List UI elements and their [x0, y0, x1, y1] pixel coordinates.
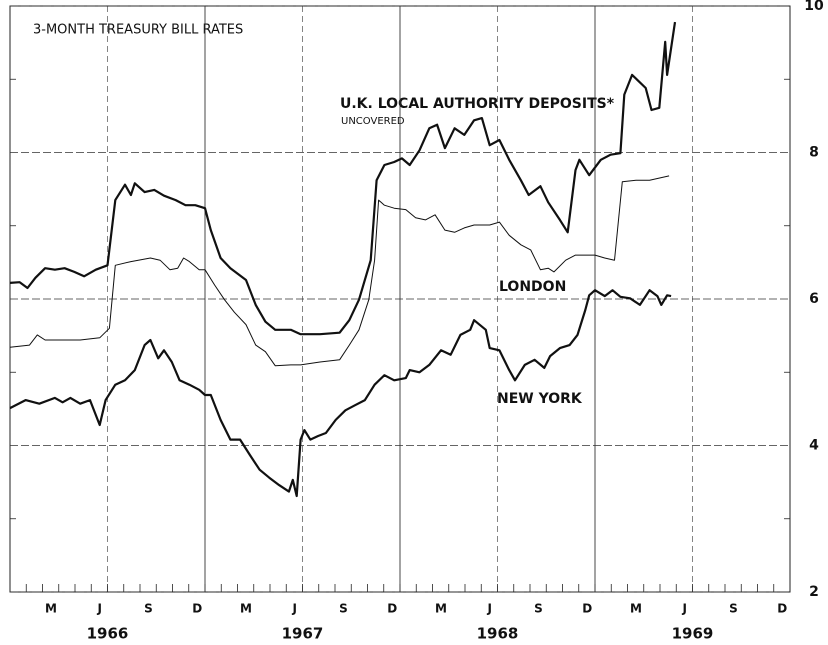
- x-tick-label: S: [729, 602, 738, 616]
- x-tick-label: D: [192, 602, 202, 616]
- series-label: U.K. LOCAL AUTHORITY DEPOSITS*: [340, 96, 615, 112]
- x-tick-label: S: [534, 602, 543, 616]
- series-label: LONDON: [499, 279, 566, 295]
- year-label: 1967: [282, 625, 324, 643]
- x-tick-label: M: [45, 602, 57, 616]
- x-tick-label: J: [291, 602, 296, 616]
- x-tick-label: D: [777, 602, 787, 616]
- series-line: [9, 175, 670, 367]
- x-tick-label: D: [387, 602, 397, 616]
- y-tick-label: 8: [809, 145, 819, 161]
- year-label: 1966: [87, 625, 129, 643]
- year-label: 1969: [672, 625, 714, 643]
- y-tick-label: 4: [809, 438, 819, 454]
- x-tick-label: M: [630, 602, 642, 616]
- x-tick-label: D: [582, 602, 592, 616]
- x-tick-label: S: [144, 602, 153, 616]
- x-tick-label: J: [681, 602, 686, 616]
- series-label: NEW YORK: [497, 391, 583, 407]
- y-tick-label: 6: [809, 291, 819, 307]
- y-tick-label: 2: [809, 584, 819, 600]
- series-line: [9, 289, 672, 498]
- x-tick-label: S: [339, 602, 348, 616]
- x-tick-label: J: [96, 602, 101, 616]
- year-label: 1968: [477, 625, 519, 643]
- x-tick-label: M: [435, 602, 447, 616]
- annotation: UNCOVERED: [341, 116, 405, 127]
- y-tick-label: 10: [804, 0, 824, 14]
- series-line: [9, 21, 677, 336]
- x-tick-label: M: [240, 602, 252, 616]
- x-tick-label: J: [486, 602, 491, 616]
- chart-title: 3-MONTH TREASURY BILL RATES: [33, 23, 243, 38]
